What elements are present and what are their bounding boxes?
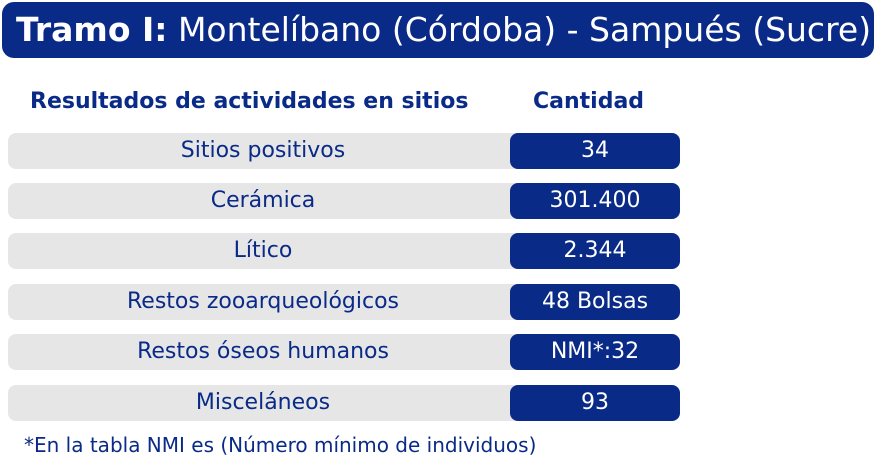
row-label: Lítico <box>233 238 293 263</box>
row-label: Restos zooarqueológicos <box>126 289 399 314</box>
row-value: 34 <box>510 133 680 169</box>
row-value: 301.400 <box>510 183 680 219</box>
row-value: NMI*:32 <box>510 334 680 370</box>
row-label: Sitios positivos <box>180 138 346 163</box>
row-label: Cerámica <box>210 188 316 213</box>
row-label: Restos óseos humanos <box>137 339 389 364</box>
title-text: Montelíbano (Córdoba) - Sampués (Sucre) <box>167 10 872 49</box>
row-label: Misceláneos <box>195 390 331 415</box>
row-value: 2.344 <box>510 233 680 269</box>
column-header-quantity: Cantidad <box>533 89 645 114</box>
title-bold: Tramo I: <box>16 10 168 49</box>
column-header-results: Resultados de actividades en sitios <box>30 89 469 114</box>
row-value: 93 <box>510 385 680 421</box>
footnote: *En la tabla NMI es (Número mínimo de in… <box>24 433 537 457</box>
title-bar: Tramo I: Montelíbano (Córdoba) - Sampués… <box>2 2 874 58</box>
row-value: 48 Bolsas <box>510 284 680 320</box>
